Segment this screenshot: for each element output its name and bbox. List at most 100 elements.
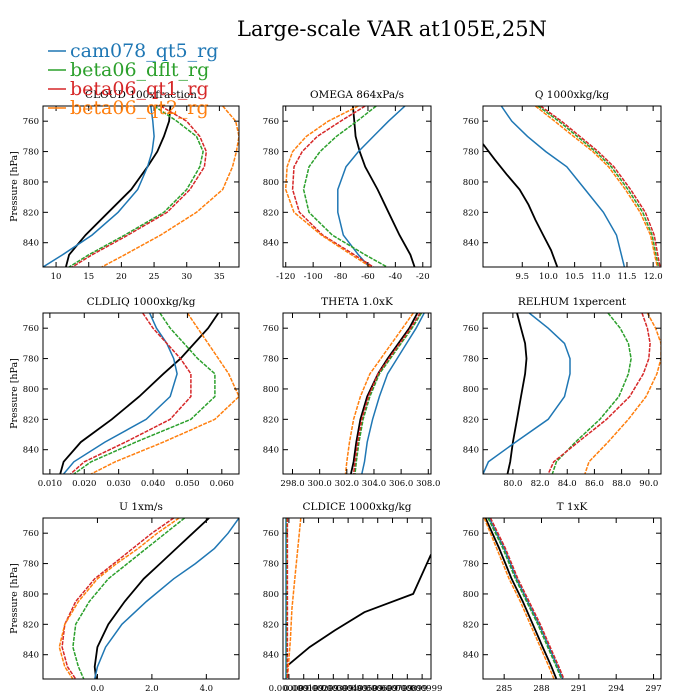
panel-3-lines	[483, 106, 661, 267]
y-tick-label: 840	[263, 239, 279, 249]
x-tick-label: 285	[496, 684, 512, 694]
x-tick-label: 15	[83, 272, 94, 282]
panel-title: CLDLIQ 1000xkg/kg	[87, 296, 196, 308]
plot-frame	[42, 312, 240, 475]
y-tick-label: 840	[23, 446, 39, 456]
x-tick-label: 297	[645, 684, 661, 694]
series-line-4	[291, 106, 374, 267]
y-tick-label: 840	[463, 239, 479, 249]
panel-title: OMEGA 864xPa/s	[310, 89, 404, 101]
series-line-5	[584, 313, 661, 474]
panel-7: 0.0 2.0 4.0 760 780 800 820 840 U 1xm/s Pressure …	[9, 501, 240, 694]
series-line-1	[93, 518, 210, 679]
plot-frame	[42, 105, 240, 268]
series-line-1	[59, 313, 220, 474]
x-tick-label: 0.000399	[313, 684, 354, 694]
series-line-4	[72, 106, 208, 267]
panel-title: Q 1000xkg/kg	[535, 89, 610, 101]
y-tick-label: 780	[23, 148, 39, 158]
x-tick-label: -120	[276, 272, 295, 282]
panel-title: THETA 1.0xK	[321, 296, 393, 308]
y-tick-label: 840	[263, 651, 279, 661]
series-line-1	[506, 313, 528, 474]
series-line-3	[72, 518, 186, 679]
x-tick-label: 82.0	[531, 479, 550, 489]
series-line-4	[540, 106, 661, 267]
x-tick-label: 306.0	[389, 479, 413, 489]
series-line-5	[90, 313, 239, 474]
y-tick-label: 780	[23, 560, 39, 570]
legend: cam078_qt5_rgbeta06_dflt_rgbeta06_qt1_rg…	[48, 40, 218, 119]
x-tick-label: 9.5	[515, 272, 529, 282]
y-tick-label: 760	[463, 529, 479, 539]
y-tick-label: 820	[463, 415, 479, 425]
plot-frame	[482, 517, 662, 680]
series-line-3	[73, 313, 216, 474]
series-line-4	[547, 313, 651, 474]
y-tick-label: 800	[463, 385, 479, 395]
x-tick-label: 0.010	[38, 479, 62, 489]
y-tick-label: 840	[463, 446, 479, 456]
panel-3: 9.5 10.0 10.5 11.0 11.5 12.0 760 780 800 820 840 Q …	[463, 89, 663, 282]
x-tick-label: 291	[571, 684, 587, 694]
x-tick-label: 11.0	[591, 272, 610, 282]
y-tick-label: 820	[463, 620, 479, 630]
panel-2-lines	[284, 106, 416, 267]
x-tick-label: -100	[304, 272, 323, 282]
series-line-3	[551, 313, 632, 474]
series-line-2	[93, 518, 239, 679]
x-tick-label: 0.000499	[328, 684, 369, 694]
series-line-2	[63, 313, 178, 474]
series-line-4	[70, 313, 192, 474]
x-tick-label: 0.060	[210, 479, 234, 489]
y-tick-label: 760	[23, 117, 39, 127]
y-tick-label: 760	[263, 117, 279, 127]
series-line-5	[344, 313, 414, 474]
series-line-1	[483, 143, 559, 267]
x-tick-label: 308.0	[416, 479, 440, 489]
x-tick-label: -40	[389, 272, 403, 282]
series-line-4	[352, 313, 421, 474]
figure-title: Large-scale VAR at105E,25N	[237, 17, 547, 41]
y-tick-label: 840	[23, 239, 39, 249]
x-tick-label: 302.0	[335, 479, 359, 489]
x-tick-label: -60	[361, 272, 375, 282]
series-line-3	[68, 106, 204, 267]
x-tick-label: 0.000699	[357, 684, 398, 694]
series-line-5	[284, 106, 372, 267]
panel-6: 80.0 82.0 84.0 86.0 88.0 90.0 760 780 800 820 840 R…	[463, 296, 662, 489]
x-tick-label: 298.0	[280, 479, 304, 489]
x-tick-label: 304.0	[362, 479, 386, 489]
x-tick-label: 20	[116, 272, 127, 282]
series-line-1	[285, 554, 431, 668]
x-tick-label: 11.5	[618, 272, 637, 282]
x-tick-label: 35	[214, 272, 225, 282]
x-tick-label: 0.040	[141, 479, 165, 489]
y-tick-label: 780	[263, 148, 279, 158]
series-line-1	[484, 518, 558, 679]
y-axis-label: Pressure [hPa]	[9, 151, 20, 222]
y-tick-label: 820	[263, 620, 279, 630]
panel-6-lines	[483, 313, 661, 474]
panel-title: U 1xm/s	[119, 501, 163, 513]
y-tick-label: 820	[23, 415, 39, 425]
x-tick-label: 25	[149, 272, 160, 282]
x-tick-label: 0.000599	[343, 684, 384, 694]
y-axis-label: Pressure [hPa]	[9, 358, 20, 429]
panel-title: CLDICE 1000xkg/kg	[303, 501, 412, 513]
y-tick-label: 780	[263, 355, 279, 365]
series-line-3	[354, 313, 423, 474]
series-line-5	[101, 106, 239, 267]
y-tick-label: 800	[23, 385, 39, 395]
plot-frame	[282, 517, 432, 680]
x-tick-label: 90.0	[639, 479, 658, 489]
panel-5: 298.0 300.0 302.0 304.0 306.0 308.0 760 780 800 8…	[263, 296, 441, 489]
panel-1-lines	[43, 106, 239, 267]
x-tick-label: 2.0	[145, 684, 159, 694]
series-line-2	[500, 106, 626, 267]
series-line-2	[286, 518, 302, 679]
panel-title: CLOUD 100xfraction	[85, 89, 197, 101]
legend-label: beta06_dflt_rg	[70, 59, 209, 81]
panel-9: 285 288 291 294 297 760 780 800 820 840 T 1xK	[463, 501, 662, 694]
